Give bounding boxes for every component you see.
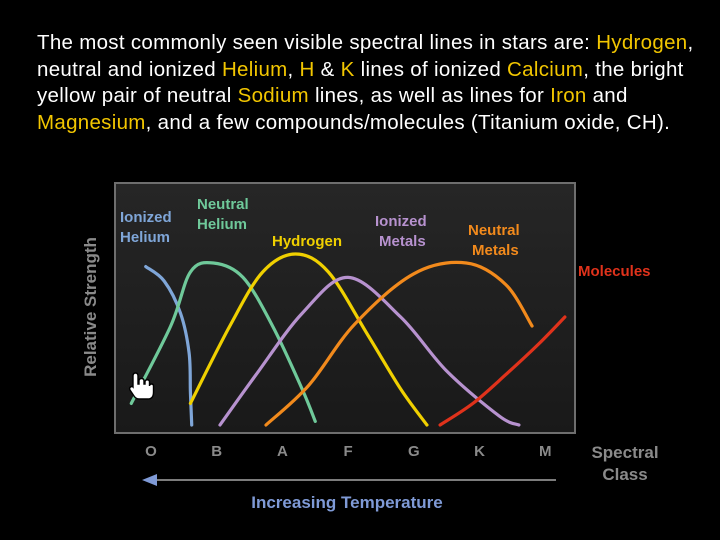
caption-text-6: , the bright yellow pair of neutral <box>37 57 684 108</box>
series-line-neutral-helium <box>129 260 317 423</box>
caption-sodium: Sodium <box>237 84 309 107</box>
plot-area <box>114 182 576 434</box>
label-neutral-metals-line1: Neutral <box>468 222 520 239</box>
caption-text-1: The most commonly seen visible spectral … <box>37 31 591 54</box>
series-line-neutral-metals <box>264 260 534 427</box>
series-line-ionized-metals <box>218 275 521 427</box>
x-axis-label-line2: Class <box>602 465 647 484</box>
label-ionized-helium-line2: Helium <box>120 229 170 246</box>
caption-text-4: & <box>320 57 335 81</box>
x-tick-B: B <box>211 443 222 460</box>
temperature-arrow <box>142 474 556 486</box>
x-tick-A: A <box>277 443 288 460</box>
caption-magnesium: Magnesium <box>37 110 146 134</box>
label-ionized-metals-line1: Ionized <box>375 213 427 230</box>
caption-text-2: , neutral and ionized <box>37 31 694 81</box>
series-labels: Ionized Helium Neutral Helium Hydrogen I… <box>120 196 651 280</box>
x-tick-O: O <box>145 443 157 460</box>
series-line-molecules <box>438 315 567 427</box>
temperature-label: Increasing Temperature <box>251 493 442 512</box>
caption-k: K <box>340 57 355 81</box>
label-neutral-helium-line2: Helium <box>197 216 247 233</box>
caption-text-8: and <box>592 84 628 107</box>
series-curves <box>129 252 567 427</box>
x-tick-M: M <box>539 443 552 460</box>
caption-text-5: lines of ionized <box>360 57 502 81</box>
caption-text-3: , <box>287 57 294 81</box>
caption-calcium: Calcium <box>507 57 584 81</box>
label-ionized-metals-line2: Metals <box>379 233 426 250</box>
label-ionized-helium-line1: Ionized <box>120 209 172 226</box>
caption-text-7: lines, as well as lines for <box>314 84 545 107</box>
caption: The most commonly seen visible spectral … <box>37 30 705 136</box>
caption-h: H <box>299 57 315 81</box>
y-axis-label: Relative Strength <box>81 237 100 377</box>
caption-iron: Iron <box>550 84 587 107</box>
x-axis-label-line1: Spectral <box>591 443 658 462</box>
label-neutral-metals-line2: Metals <box>472 242 519 259</box>
caption-hydrogen: Hydrogen <box>596 31 688 54</box>
hand-pointer-icon <box>128 372 155 400</box>
caption-text-9: , and a few compounds/molecules (Titaniu… <box>145 110 671 134</box>
caption-helium: Helium <box>221 57 288 81</box>
label-molecules: Molecules <box>578 263 651 280</box>
x-tick-K: K <box>474 443 485 460</box>
label-hydrogen: Hydrogen <box>272 233 342 250</box>
x-tick-F: F <box>344 443 353 460</box>
series-line-hydrogen <box>188 252 429 427</box>
label-neutral-helium-line1: Neutral <box>197 196 249 213</box>
series-line-ionized-helium <box>144 265 194 427</box>
x-tick-G: G <box>408 443 420 460</box>
